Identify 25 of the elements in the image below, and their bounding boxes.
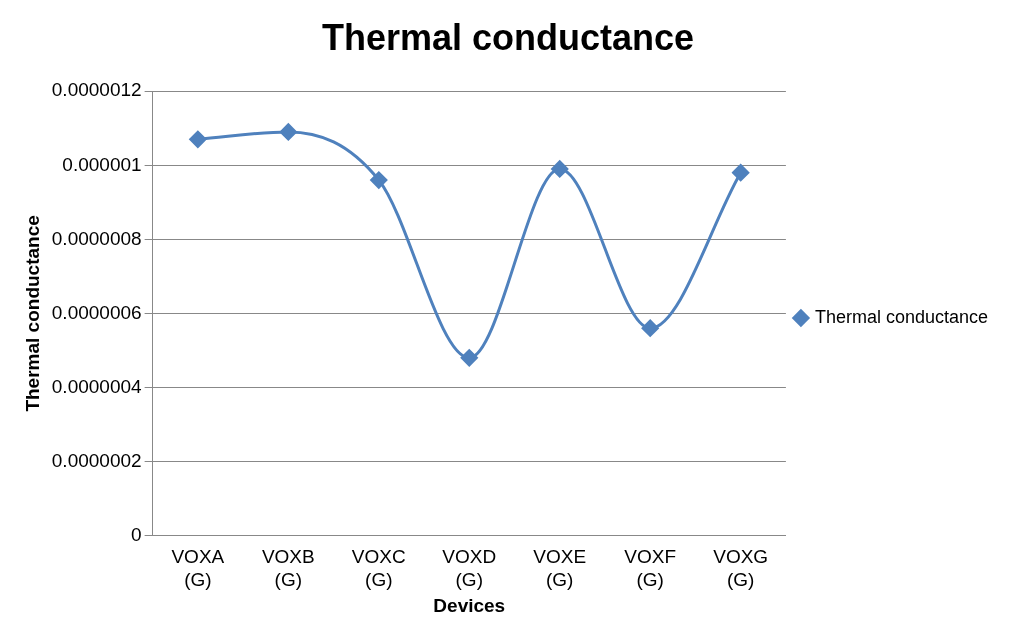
x-tick-label: VOXE (G) (533, 546, 587, 591)
point (641, 319, 659, 337)
y-tick-label: 0.0000002 (51, 449, 142, 471)
y-tick-label: 0.000001 (62, 153, 142, 175)
x-tick-label: VOXC (G) (351, 546, 406, 591)
x-tick-label: VOXD (G) (442, 546, 497, 591)
y-tick-label: 0.0000012 (51, 79, 142, 101)
y-tick-label: 0.0000008 (51, 227, 142, 249)
point (370, 171, 388, 189)
y-tick-label: 0.0000004 (51, 375, 143, 397)
x-tick-label: VOXA (G) (171, 546, 225, 591)
y-axis-title: Thermal conductance (21, 215, 43, 412)
chart-title: Thermal conductance (321, 16, 695, 58)
x-axis-title: Devices (433, 594, 506, 616)
x-tick-label: VOXG (G) (713, 546, 769, 591)
point (732, 164, 750, 182)
x-tick-label: VOXB (G) (261, 546, 315, 591)
point (279, 123, 297, 141)
legend-label: Thermal conductance (814, 306, 988, 327)
x-tick-label: VOXF (G) (624, 546, 677, 591)
point (189, 130, 207, 148)
y-tick-label: 0 (131, 523, 142, 545)
point (551, 160, 569, 178)
y-tick-label: 0.0000006 (51, 301, 142, 323)
point (460, 349, 478, 367)
